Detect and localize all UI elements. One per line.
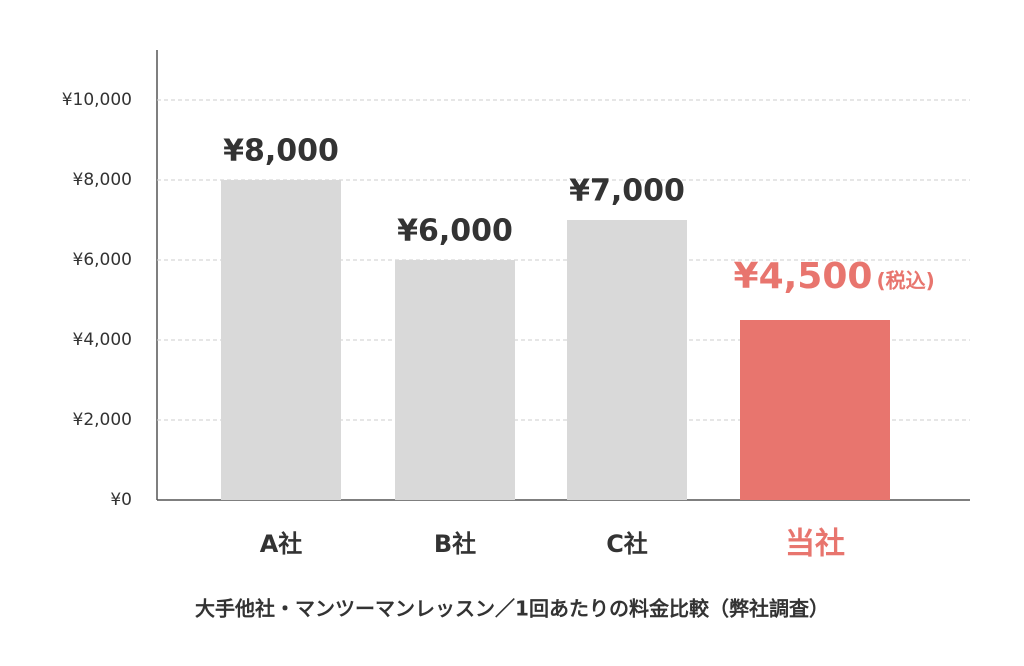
bar [395, 260, 515, 500]
x-tick-label: A社 [260, 530, 303, 558]
value-label: ¥8,000 [223, 134, 339, 169]
y-tick-label: ¥0 [110, 490, 132, 510]
bar [740, 320, 890, 500]
caption: 大手他社・マンツーマンレッスン／1回あたりの料金比較（弊社調査） [195, 597, 829, 621]
x-tick-label: 当社 [785, 527, 845, 562]
x-tick-label: C社 [606, 530, 648, 558]
value-label: ¥6,000 [397, 214, 513, 249]
value-label: ¥7,000 [569, 174, 685, 209]
y-tick-label: ¥6,000 [73, 250, 132, 270]
bar [221, 180, 341, 500]
y-tick-label: ¥8,000 [73, 170, 132, 190]
annotation: (税込) [876, 269, 934, 293]
value-label: ¥4,500 [734, 256, 873, 297]
y-tick-label: ¥10,000 [62, 90, 132, 110]
y-tick-label: ¥4,000 [73, 330, 132, 350]
bar [567, 220, 687, 500]
y-tick-label: ¥2,000 [73, 410, 132, 430]
x-tick-label: B社 [434, 530, 476, 558]
